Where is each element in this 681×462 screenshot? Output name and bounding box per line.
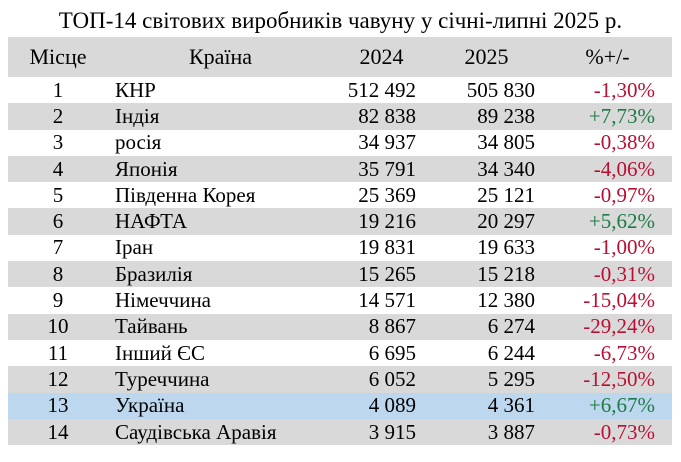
table-row: 11 Інший ЄС 6 695 6 244 -6,73% xyxy=(8,340,672,366)
table-row: 5 Південна Корея 25 369 25 121 -0,97% xyxy=(8,182,672,208)
value-2024-cell: 512 492 xyxy=(347,77,416,102)
value-2024-cell: 8 867 xyxy=(333,313,430,340)
header-2024: 2024 xyxy=(333,37,430,77)
rank-cell: 6 xyxy=(8,208,108,235)
table-row: 13 Україна 4 089 4 361 +6,67% xyxy=(8,392,672,419)
table-body: 1 КНР 512 492 505 830 -1,30% 2 Індія 82 … xyxy=(8,77,672,446)
value-2025-cell: 25 121 xyxy=(477,182,535,207)
rank-cell: 3 xyxy=(52,130,64,155)
header-row: Місце Країна 2024 2025 %+/- xyxy=(8,37,672,77)
header-change: %+/- xyxy=(543,37,672,77)
value-2024-cell: 25 369 xyxy=(358,182,416,207)
table-row: 1 КНР 512 492 505 830 -1,30% xyxy=(8,77,672,103)
table-row: 3 росія 34 937 34 805 -0,38% xyxy=(8,130,672,156)
table-row: 2 Індія 82 838 89 238 +7,73% xyxy=(8,103,672,130)
value-2024-cell: 34 937 xyxy=(358,130,416,155)
country-cell: Туреччина xyxy=(108,366,333,393)
rank-cell: 13 xyxy=(8,392,108,419)
country-cell: Південна Корея xyxy=(115,182,256,207)
value-2025-cell: 6 244 xyxy=(487,340,535,365)
change-cell: -6,73% xyxy=(593,340,655,365)
change-cell: -0,73% xyxy=(543,418,672,446)
rank-cell: 14 xyxy=(8,418,108,446)
value-2024-cell: 6 695 xyxy=(368,340,416,365)
country-cell: Тайвань xyxy=(108,313,333,340)
value-2024-cell: 19 831 xyxy=(358,235,416,260)
table-row: 12 Туреччина 6 052 5 295 -12,50% xyxy=(8,366,672,393)
country-cell: НАФТА xyxy=(108,208,333,235)
value-2025-cell: 6 274 xyxy=(430,313,543,340)
rank-cell: 1 xyxy=(52,77,64,102)
change-cell: +7,73% xyxy=(543,103,672,130)
value-2025-cell: 89 238 xyxy=(430,103,543,130)
rank-cell: 7 xyxy=(52,235,64,260)
country-cell: Іран xyxy=(115,235,154,260)
change-cell: -0,31% xyxy=(543,261,672,288)
value-2024-cell: 14 571 xyxy=(358,288,416,313)
value-2025-cell: 505 830 xyxy=(466,77,535,102)
value-2024-cell: 4 089 xyxy=(333,392,430,419)
change-cell: -0,97% xyxy=(593,182,655,207)
change-cell: -1,00% xyxy=(593,235,655,260)
country-cell: Інший ЄС xyxy=(115,340,205,365)
rank-cell: 10 xyxy=(8,313,108,340)
country-cell: Бразилія xyxy=(108,261,333,288)
change-cell: -0,38% xyxy=(593,130,655,155)
table-row: 8 Бразилія 15 265 15 218 -0,31% xyxy=(8,261,672,288)
header-rank: Місце xyxy=(8,37,108,77)
page-title: ТОП-14 світових виробників чавуну у січн… xyxy=(58,8,623,33)
country-cell: Японія xyxy=(108,155,333,183)
table-row: 4 Японія 35 791 34 340 -4,06% xyxy=(8,155,672,183)
value-2024-cell: 19 216 xyxy=(333,208,430,235)
change-cell: -29,24% xyxy=(543,313,672,340)
country-cell: КНР xyxy=(115,77,156,102)
country-cell: Саудівська Аравія xyxy=(108,418,333,446)
value-2025-cell: 5 295 xyxy=(430,366,543,393)
value-2025-cell: 3 887 xyxy=(430,418,543,446)
country-cell: Німеччина xyxy=(115,288,212,313)
value-2024-cell: 35 791 xyxy=(333,155,430,183)
table-header: Місце Країна 2024 2025 %+/- xyxy=(8,37,672,77)
rank-cell: 5 xyxy=(52,182,64,207)
header-country: Країна xyxy=(108,37,333,77)
rank-cell: 11 xyxy=(47,340,69,365)
rank-cell: 12 xyxy=(8,366,108,393)
value-2025-cell: 12 380 xyxy=(477,288,535,313)
value-2025-cell: 19 633 xyxy=(477,235,535,260)
country-cell: Україна xyxy=(108,392,333,419)
table-row: 14 Саудівська Аравія 3 915 3 887 -0,73% xyxy=(8,418,672,446)
change-cell: -1,30% xyxy=(593,77,655,102)
header-2025: 2025 xyxy=(430,37,543,77)
value-2025-cell: 15 218 xyxy=(430,261,543,288)
producers-table: Місце Країна 2024 2025 %+/- 1 КНР 512 49… xyxy=(8,37,672,446)
change-cell: +6,67% xyxy=(543,392,672,419)
table-row: 6 НАФТА 19 216 20 297 +5,62% xyxy=(8,208,672,235)
country-cell: Індія xyxy=(108,103,333,130)
change-cell: +5,62% xyxy=(543,208,672,235)
value-2025-cell: 20 297 xyxy=(430,208,543,235)
table-row: 10 Тайвань 8 867 6 274 -29,24% xyxy=(8,313,672,340)
change-cell: -15,04% xyxy=(583,288,655,313)
value-2024-cell: 3 915 xyxy=(333,418,430,446)
change-cell: -12,50% xyxy=(543,366,672,393)
table-row: 9 Німеччина 14 571 12 380 -15,04% xyxy=(8,287,672,313)
change-cell: -4,06% xyxy=(543,155,672,183)
table-row: 7 Іран 19 831 19 633 -1,00% xyxy=(8,235,672,261)
rank-cell: 2 xyxy=(8,103,108,130)
value-2024-cell: 82 838 xyxy=(333,103,430,130)
value-2024-cell: 6 052 xyxy=(333,366,430,393)
rank-cell: 4 xyxy=(8,155,108,183)
rank-cell: 8 xyxy=(8,261,108,288)
rank-cell: 9 xyxy=(52,288,64,313)
country-cell: росія xyxy=(115,130,162,155)
value-2025-cell: 34 805 xyxy=(477,130,535,155)
value-2024-cell: 15 265 xyxy=(333,261,430,288)
value-2025-cell: 4 361 xyxy=(430,392,543,419)
value-2025-cell: 34 340 xyxy=(430,155,543,183)
